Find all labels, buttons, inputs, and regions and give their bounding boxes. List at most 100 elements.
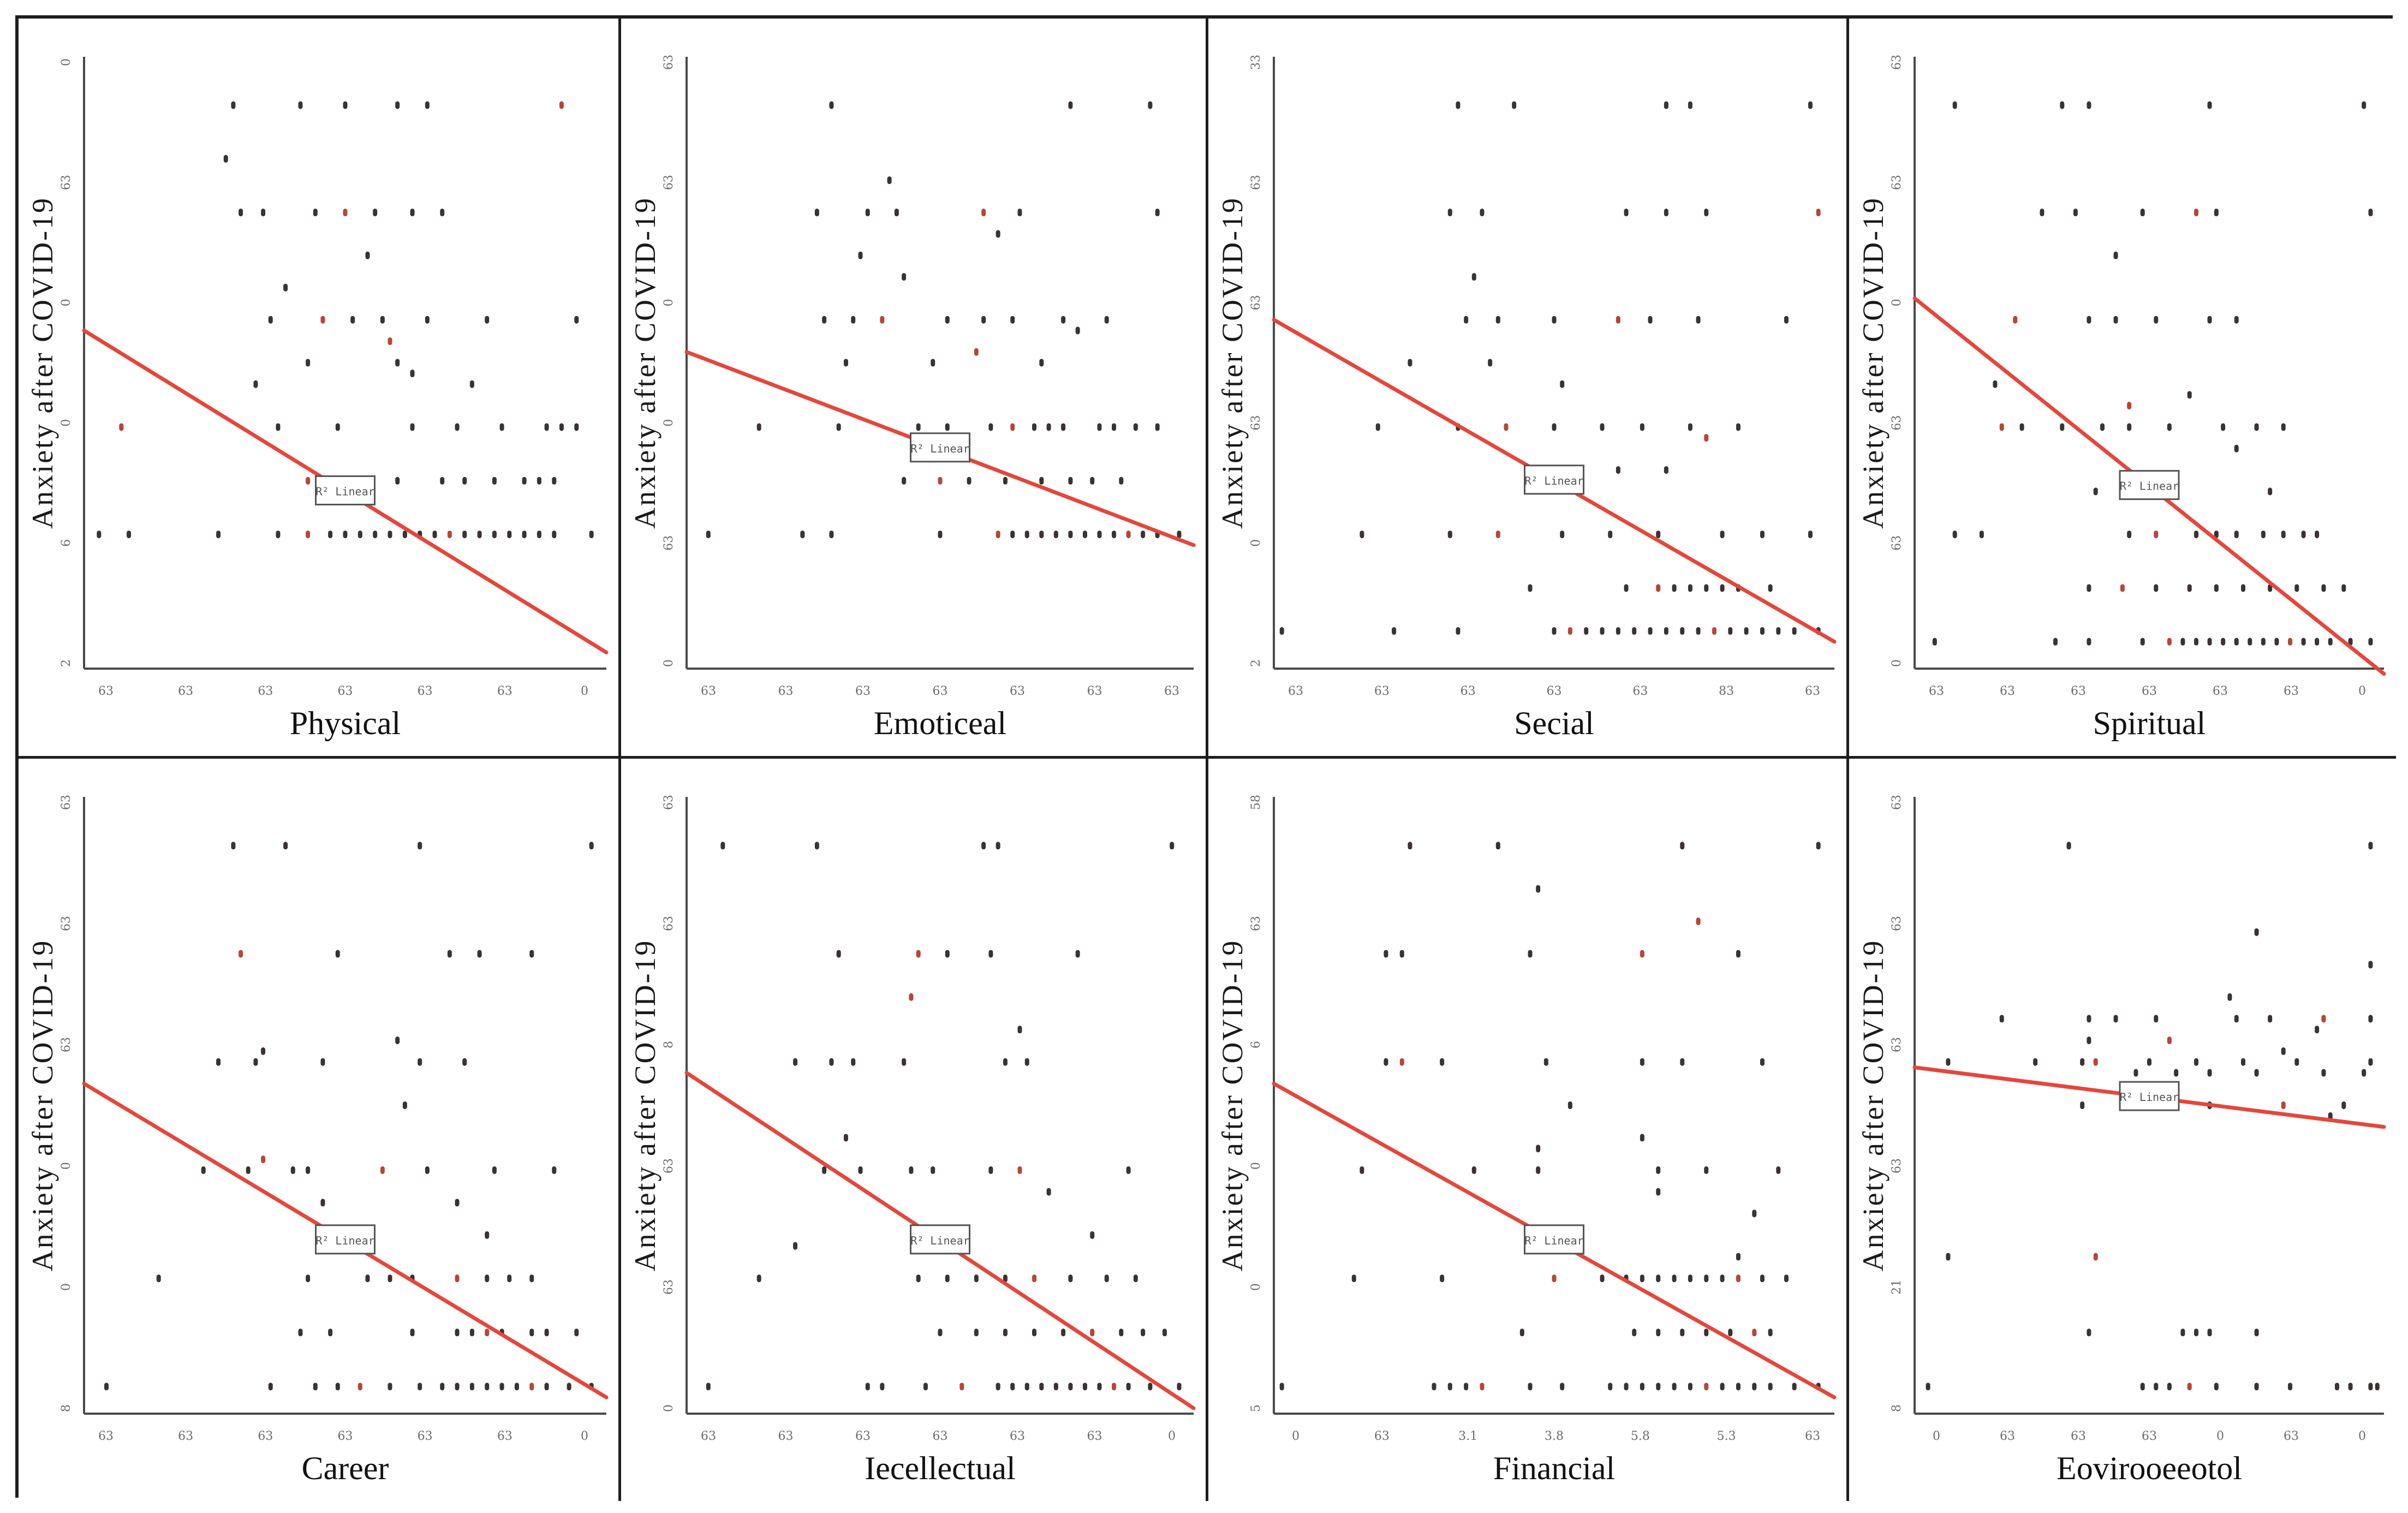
data-point	[1640, 1274, 1644, 1283]
data-point	[1456, 627, 1461, 635]
data-point	[1736, 423, 1741, 431]
x-tick-label: 0	[2358, 1429, 2366, 1443]
data-point	[945, 950, 950, 958]
data-point	[1792, 1383, 1797, 1391]
data-point	[425, 101, 430, 109]
data-point	[1010, 1383, 1015, 1391]
data-point	[1993, 380, 1998, 388]
data-point	[2301, 531, 2306, 539]
y-tick-label: 63	[1890, 916, 1904, 931]
x-tick-label: 0	[1292, 1429, 1300, 1443]
data-point	[1440, 1058, 1445, 1066]
data-point	[1024, 531, 1029, 539]
data-point	[402, 1101, 407, 1109]
data-point	[909, 1166, 914, 1174]
data-point	[410, 370, 415, 378]
data-point	[2368, 961, 2373, 969]
data-point	[1792, 627, 1797, 635]
x-tick-label: 63	[1010, 684, 1025, 698]
data-point	[552, 476, 557, 485]
data-point	[1126, 1166, 1131, 1174]
data-point	[1768, 1383, 1773, 1391]
data-point	[836, 950, 841, 958]
data-point	[306, 1274, 311, 1283]
data-point	[1624, 584, 1629, 592]
data-point	[2335, 1383, 2339, 1391]
data-point	[261, 209, 266, 217]
data-point	[988, 950, 993, 958]
data-point	[1567, 1101, 1572, 1109]
data-point	[1141, 1329, 1146, 1337]
x-axis-title: Secial	[1514, 705, 1594, 741]
x-tick-label: 63	[1547, 684, 1562, 698]
x-tick-label: 63	[2000, 684, 2015, 698]
data-point	[343, 101, 348, 109]
data-point	[201, 1166, 206, 1174]
data-point	[253, 1058, 258, 1066]
data-point	[380, 315, 385, 324]
data-point	[1728, 1329, 1733, 1337]
data-point	[357, 531, 362, 539]
data-point	[2214, 531, 2219, 539]
data-point	[931, 1166, 935, 1174]
data-point	[514, 1383, 519, 1391]
data-point	[1068, 101, 1073, 109]
y-tick-label: 21	[1890, 1279, 1904, 1295]
data-point	[1061, 1329, 1066, 1337]
data-point	[996, 1383, 1000, 1391]
data-point	[1608, 531, 1613, 539]
data-point	[1552, 627, 1557, 635]
data-point	[2053, 638, 2058, 646]
data-point	[2281, 531, 2286, 539]
fit-label-box	[910, 432, 970, 463]
data-point	[1528, 950, 1533, 958]
data-point	[1624, 1383, 1629, 1391]
x-tick-label: 0	[1168, 1429, 1176, 1443]
data-point	[2080, 1058, 2085, 1066]
x-tick-label: 63	[2284, 684, 2299, 698]
data-point	[1519, 1329, 1524, 1337]
x-tick-label: 63	[497, 1429, 512, 1443]
data-point	[814, 842, 819, 850]
data-point	[2167, 423, 2172, 431]
data-point	[320, 1058, 325, 1066]
x-tick-label: 63	[933, 1429, 948, 1443]
data-point	[365, 1274, 370, 1283]
data-point	[268, 1383, 273, 1391]
data-point	[1688, 1383, 1692, 1391]
y-tick-label: 0	[59, 1162, 73, 1170]
x-tick-label: 63	[1461, 684, 1476, 698]
data-point	[298, 101, 303, 109]
data-point	[1616, 315, 1620, 324]
data-point	[1536, 885, 1541, 893]
data-point	[1170, 842, 1175, 850]
chart-svg: 0 63 63 0 63 63 63 63 63 63 63 63 0 R² Linear Anxiety …	[1857, 55, 2386, 741]
y-axis-title: Anxiety after COVID-19	[629, 196, 661, 529]
x-axis-title: Career	[302, 1450, 389, 1486]
data-point	[1360, 1166, 1364, 1174]
data-point	[1640, 1058, 1644, 1066]
data-point	[447, 531, 452, 539]
data-point	[2194, 209, 2198, 217]
data-point	[462, 476, 467, 485]
data-point	[328, 531, 333, 539]
data-point	[1351, 1274, 1356, 1283]
data-point	[996, 842, 1000, 850]
data-point	[1656, 1274, 1661, 1283]
data-point	[455, 1329, 460, 1337]
data-point	[2254, 1329, 2259, 1337]
data-point	[1360, 531, 1364, 539]
data-point	[2294, 1058, 2299, 1066]
data-point	[2194, 1058, 2198, 1066]
y-axis-title: Anxiety after COVID-19	[1857, 196, 1890, 529]
data-point	[537, 476, 541, 485]
data-point	[2167, 1037, 2172, 1045]
x-tick-label: 63	[1632, 684, 1648, 698]
data-point	[1776, 1166, 1781, 1174]
y-tick-label: 8	[59, 1404, 73, 1412]
data-point	[894, 209, 899, 217]
data-point	[945, 315, 950, 324]
data-point	[967, 476, 971, 485]
data-point	[1656, 1383, 1661, 1391]
data-point	[283, 842, 288, 850]
